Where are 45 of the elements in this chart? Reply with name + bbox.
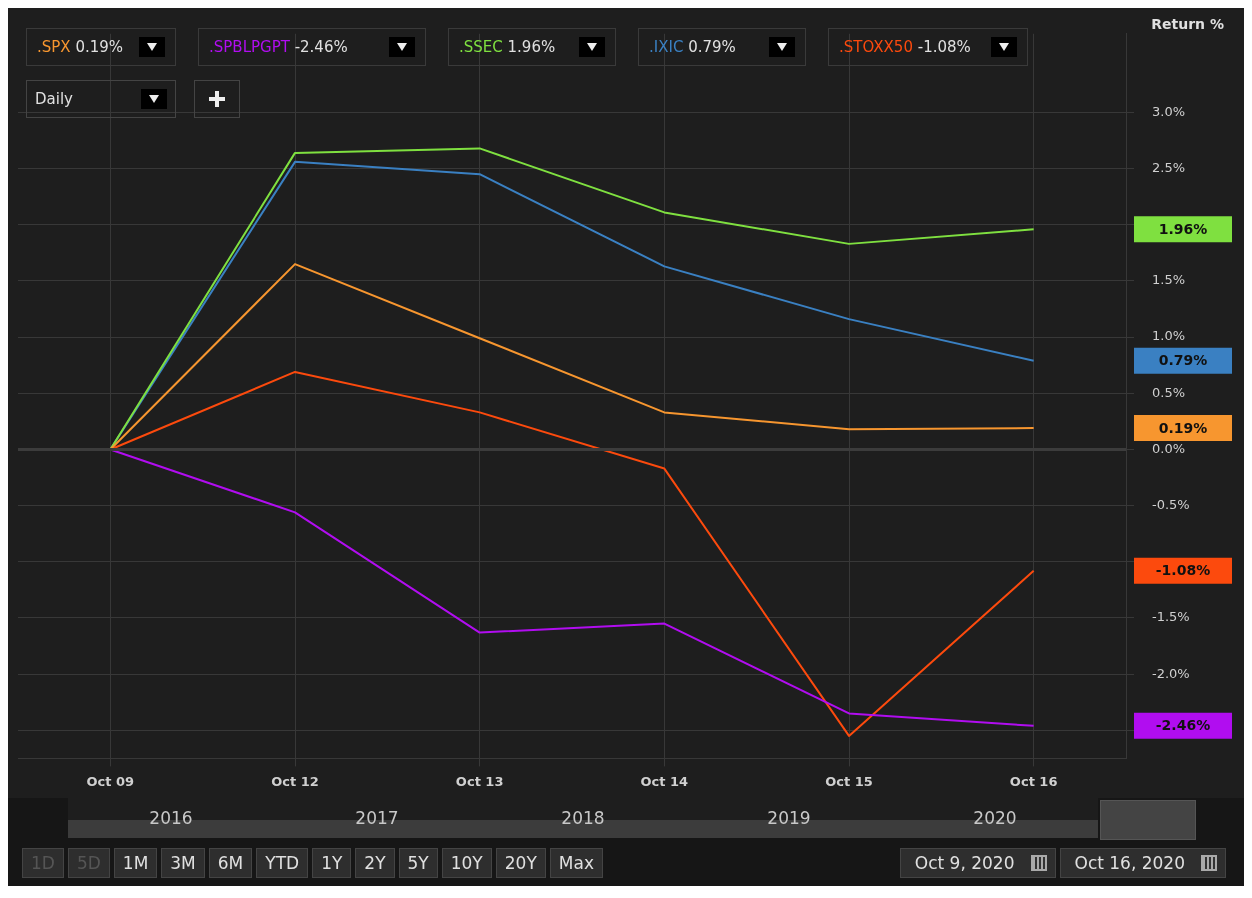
- annotation: Daily: [35, 90, 73, 108]
- y2-axis-title: Return %: [1151, 16, 1224, 32]
- text: .STOXX50: [839, 38, 913, 56]
- text: 6M: [208, 848, 253, 878]
- text: YTD: [256, 848, 309, 878]
- x-tick-label: Oct 14: [640, 773, 689, 789]
- text: 5Y: [398, 848, 438, 878]
- range-slider: 2016 2017 2018 2019 2020: [68, 798, 1098, 838]
- text: 1Y: [312, 848, 352, 878]
- text: 10Y: [441, 848, 492, 878]
- y-tick-label: -1.5%: [1152, 609, 1190, 625]
- text: 0.19%: [75, 38, 124, 56]
- y-tick-label: 0.5%: [1152, 384, 1186, 400]
- text: Max: [549, 848, 603, 878]
- y2-tick-label: -1.08%: [1155, 562, 1211, 579]
- y-tick-label: 1.5%: [1152, 272, 1186, 288]
- y-tick-label: 2.5%: [1152, 159, 1186, 175]
- x-tick-label: Oct 13: [455, 773, 504, 789]
- text: .IXIC: [649, 38, 684, 56]
- x-tick-label: Oct 09: [86, 773, 135, 789]
- text: -1.08%: [917, 38, 971, 56]
- y-tick-label: 0.0%: [1152, 440, 1186, 456]
- x-tick-label: Oct 16: [1009, 773, 1058, 789]
- text: 1M: [113, 848, 158, 878]
- text: -2.46%: [294, 38, 348, 56]
- text: 3M: [161, 848, 205, 878]
- y-tick-label: -2.0%: [1152, 665, 1190, 681]
- y-tick-label: 3.0%: [1152, 103, 1186, 119]
- text: 2Y: [355, 848, 395, 878]
- y-tick-label: -0.5%: [1152, 497, 1190, 513]
- y2-tick-label: 0.19%: [1158, 419, 1208, 436]
- text: .SPX: [37, 38, 71, 56]
- text: 1.96%: [507, 38, 556, 56]
- y2-tick-label: 0.79%: [1158, 352, 1208, 369]
- text: Oct 9, 2020: [899, 848, 1056, 878]
- y2-tick-label: -2.46%: [1155, 717, 1211, 734]
- x-tick-label: Oct 15: [825, 773, 873, 789]
- text: 20Y: [495, 848, 546, 878]
- text: .SSEC: [459, 38, 503, 56]
- text: .SPBLPGPT: [209, 38, 290, 56]
- text: Oct 16, 2020: [1059, 848, 1226, 878]
- y-tick-label: 1.0%: [1152, 328, 1186, 344]
- text: 0.79%: [688, 38, 736, 56]
- y2-tick-label: 1.96%: [1158, 220, 1208, 237]
- x-tick-label: Oct 12: [271, 773, 319, 789]
